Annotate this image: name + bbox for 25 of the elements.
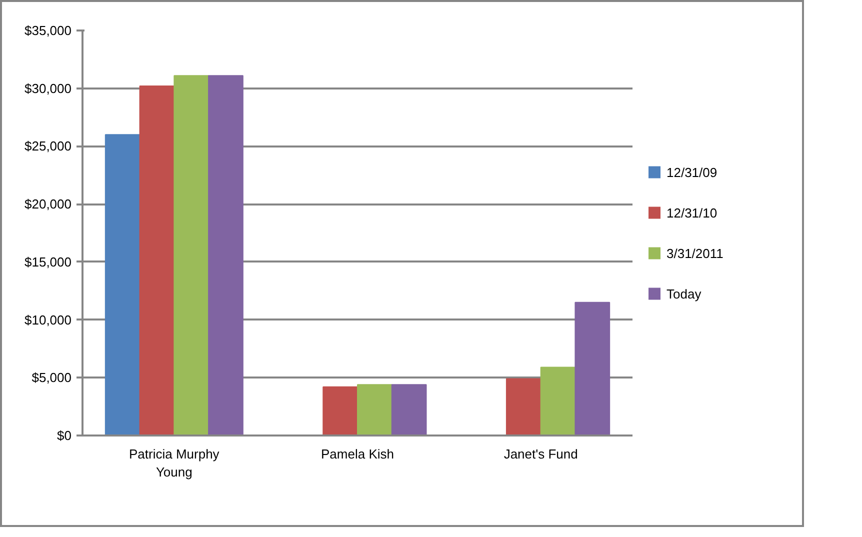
y-tick-label: $25,000 <box>24 138 72 154</box>
bar <box>574 302 610 436</box>
legend-label: 3/31/2011 <box>666 246 724 261</box>
legend-label: 12/31/09 <box>666 164 718 180</box>
bar <box>391 384 427 436</box>
y-tick-label: $35,000 <box>24 23 72 38</box>
y-tick-label: $30,000 <box>24 80 72 96</box>
y-tick-label: $15,000 <box>24 254 72 270</box>
y-tick-label: $0 <box>57 428 72 443</box>
y-tick-label: $20,000 <box>24 196 72 212</box>
bar <box>540 366 576 436</box>
bar <box>208 75 244 436</box>
bar <box>104 134 140 436</box>
bar <box>174 75 210 436</box>
legend-label: Today <box>666 286 702 302</box>
bar <box>322 386 358 436</box>
bar <box>506 378 542 436</box>
bar <box>139 86 175 436</box>
legend-label: 12/31/10 <box>666 205 718 220</box>
y-tick-label: $10,000 <box>24 312 72 328</box>
bar <box>357 384 392 436</box>
x-tick-label: Pamela Kish <box>321 446 394 462</box>
x-tick-label: Janet's Fund <box>504 446 578 462</box>
y-tick-label: $5,000 <box>32 370 72 386</box>
x-tick-label: Patricia Murphy Young <box>129 446 220 480</box>
